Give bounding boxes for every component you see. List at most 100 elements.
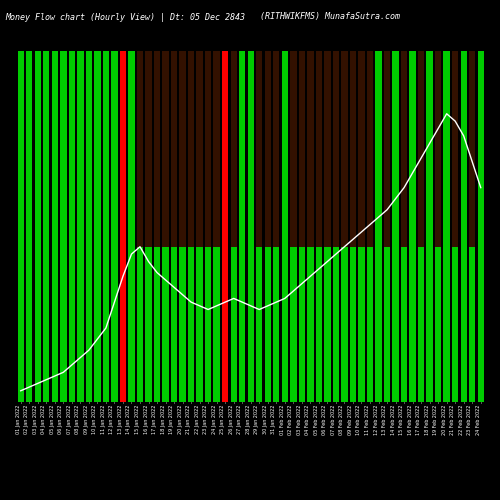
Bar <box>60 246 66 402</box>
Bar <box>120 246 126 402</box>
Bar <box>222 51 228 402</box>
Bar <box>239 246 246 402</box>
Bar <box>146 246 152 402</box>
Bar <box>290 246 296 402</box>
Bar <box>26 246 32 402</box>
Bar <box>256 246 262 402</box>
Bar <box>367 51 373 402</box>
Bar <box>444 51 450 402</box>
Bar <box>350 51 356 402</box>
Bar <box>52 51 58 402</box>
Bar <box>43 51 50 402</box>
Bar <box>307 246 314 402</box>
Bar <box>137 246 143 402</box>
Bar <box>298 246 305 402</box>
Bar <box>188 51 194 402</box>
Bar <box>222 246 228 402</box>
Bar <box>86 51 92 402</box>
Bar <box>376 51 382 402</box>
Bar <box>418 246 424 402</box>
Bar <box>452 51 458 402</box>
Bar <box>384 246 390 402</box>
Bar <box>298 51 305 402</box>
Bar <box>273 246 280 402</box>
Bar <box>248 246 254 402</box>
Bar <box>77 51 84 402</box>
Bar <box>444 246 450 402</box>
Bar <box>162 51 168 402</box>
Bar <box>94 246 100 402</box>
Bar <box>43 246 50 402</box>
Bar <box>111 246 117 402</box>
Bar <box>401 51 407 402</box>
Bar <box>180 246 186 402</box>
Bar <box>230 51 237 402</box>
Bar <box>469 51 476 402</box>
Bar <box>410 51 416 402</box>
Bar <box>316 51 322 402</box>
Bar <box>367 246 373 402</box>
Bar <box>34 246 41 402</box>
Bar <box>18 246 24 402</box>
Bar <box>94 51 100 402</box>
Bar <box>316 246 322 402</box>
Bar <box>384 51 390 402</box>
Bar <box>460 51 467 402</box>
Bar <box>341 246 347 402</box>
Bar <box>52 246 58 402</box>
Bar <box>154 246 160 402</box>
Bar <box>146 51 152 402</box>
Bar <box>435 246 442 402</box>
Text: Money Flow chart (Hourly View) | Dt: 05 Dec 2843: Money Flow chart (Hourly View) | Dt: 05 … <box>5 12 245 22</box>
Bar <box>248 51 254 402</box>
Bar <box>426 51 433 402</box>
Bar <box>239 51 246 402</box>
Bar <box>196 246 203 402</box>
Bar <box>60 51 66 402</box>
Bar <box>264 51 271 402</box>
Bar <box>128 246 134 402</box>
Bar <box>401 246 407 402</box>
Bar <box>410 246 416 402</box>
Bar <box>205 51 212 402</box>
Bar <box>111 51 117 402</box>
Bar <box>162 246 168 402</box>
Bar <box>68 51 75 402</box>
Bar <box>282 51 288 402</box>
Bar <box>418 51 424 402</box>
Bar <box>264 246 271 402</box>
Bar <box>307 51 314 402</box>
Bar <box>435 51 442 402</box>
Bar <box>478 246 484 402</box>
Bar <box>358 246 364 402</box>
Bar <box>452 246 458 402</box>
Bar <box>332 51 339 402</box>
Bar <box>128 51 134 402</box>
Bar <box>358 51 364 402</box>
Bar <box>324 246 330 402</box>
Bar <box>273 51 280 402</box>
Bar <box>214 246 220 402</box>
Bar <box>282 246 288 402</box>
Bar <box>230 246 237 402</box>
Bar <box>426 246 433 402</box>
Bar <box>171 51 177 402</box>
Bar <box>18 51 24 402</box>
Bar <box>478 51 484 402</box>
Bar <box>34 51 41 402</box>
Bar <box>86 246 92 402</box>
Bar <box>205 246 212 402</box>
Bar <box>196 51 203 402</box>
Bar <box>392 246 398 402</box>
Bar <box>256 51 262 402</box>
Bar <box>171 246 177 402</box>
Bar <box>77 246 84 402</box>
Bar <box>376 246 382 402</box>
Bar <box>154 51 160 402</box>
Bar <box>120 51 126 402</box>
Bar <box>341 51 347 402</box>
Bar <box>102 246 109 402</box>
Bar <box>350 246 356 402</box>
Bar <box>137 51 143 402</box>
Bar <box>392 51 398 402</box>
